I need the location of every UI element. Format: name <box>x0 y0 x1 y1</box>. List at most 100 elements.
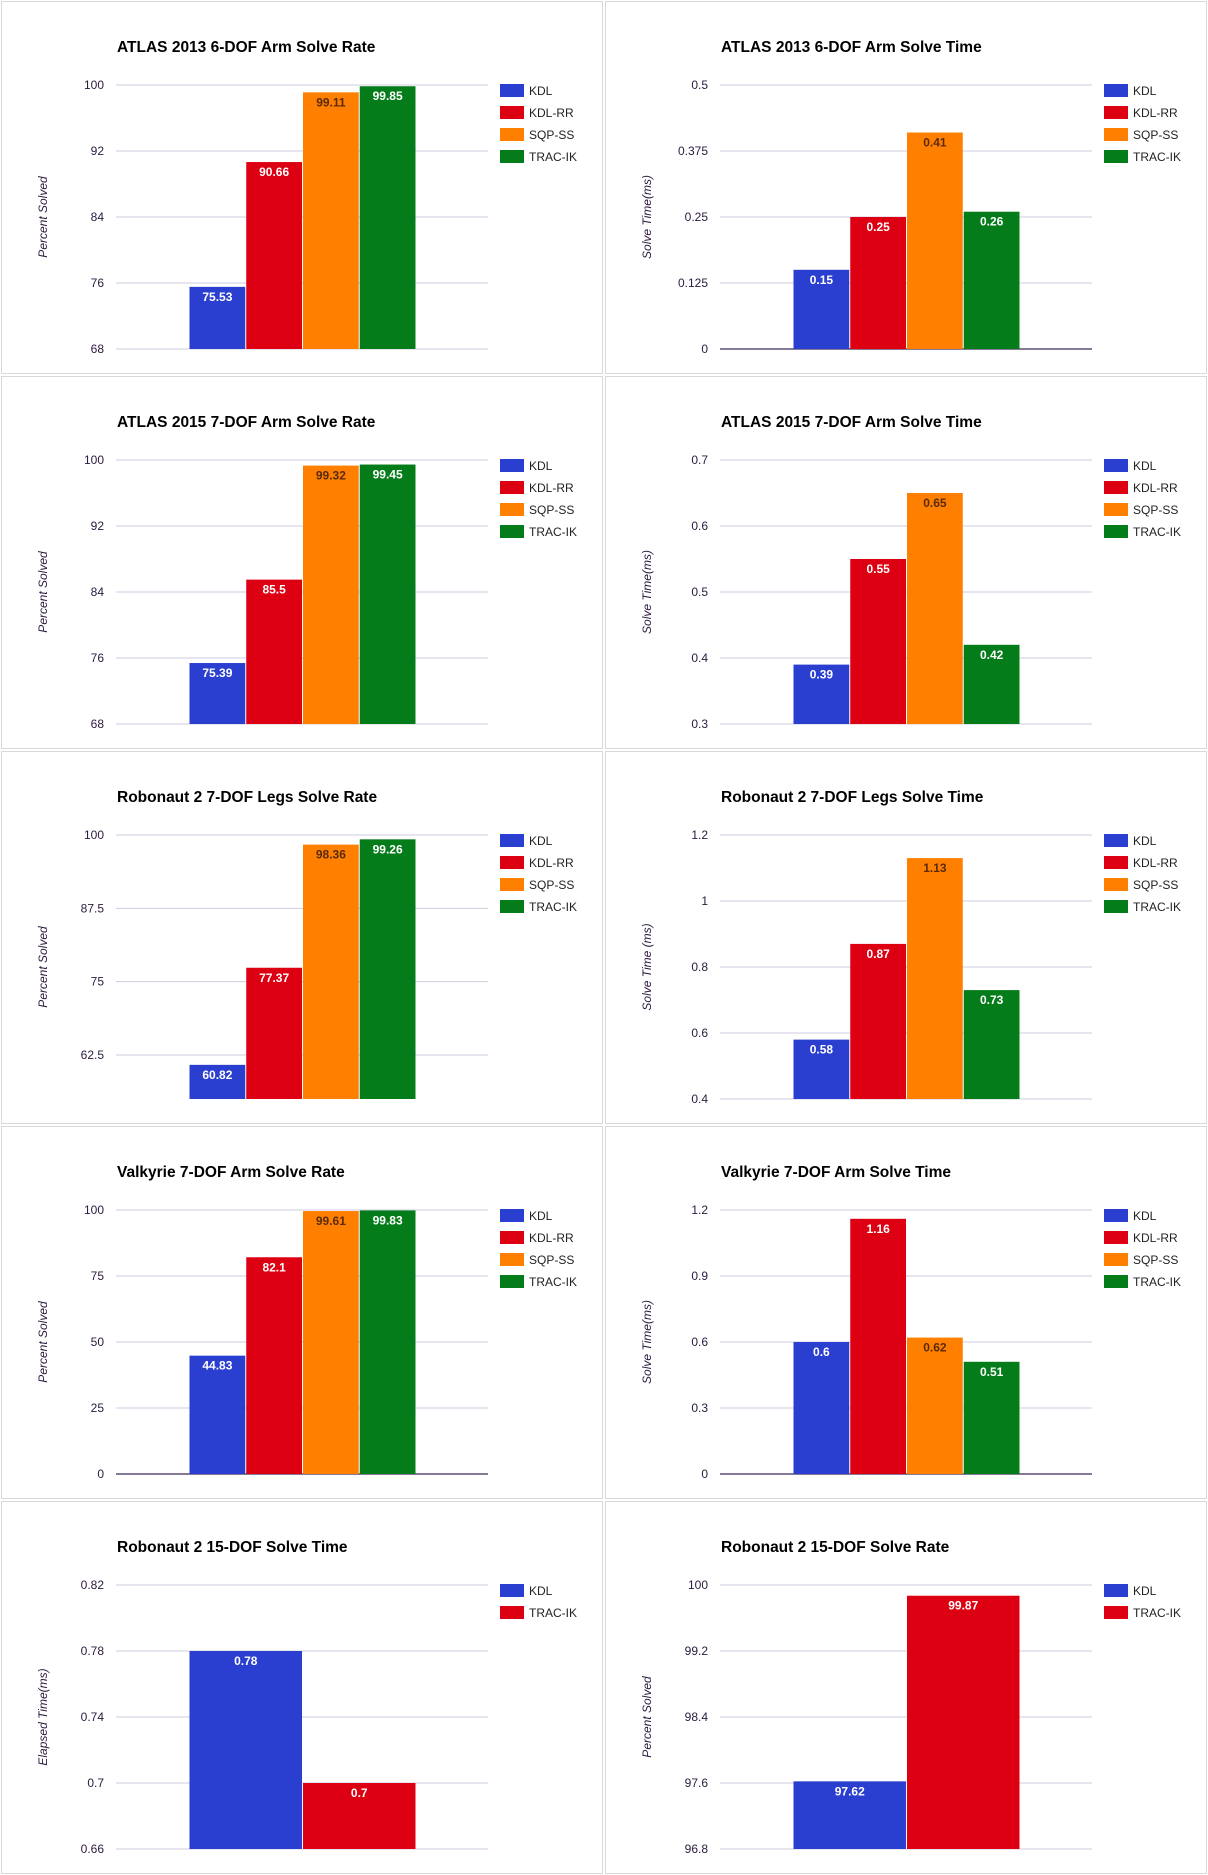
y-axis-label: Percent Solved <box>36 176 50 258</box>
legend-swatch-trac-ik <box>1104 525 1128 538</box>
legend-swatch-trac-ik <box>500 900 524 913</box>
y-tick-label: 25 <box>91 1401 105 1415</box>
legend-swatch-kdl <box>1104 1209 1128 1222</box>
y-tick-label: 0.3 <box>691 717 708 731</box>
y-tick-label: 98.4 <box>685 1710 709 1724</box>
bar-kdl-rr <box>850 943 906 1099</box>
y-tick-label: 0 <box>97 1467 104 1481</box>
legend-swatch-kdl <box>500 1584 524 1597</box>
bar-value-label: 0.15 <box>810 273 834 287</box>
bar-trac-ik <box>359 464 416 724</box>
y-tick-label: 100 <box>84 78 104 92</box>
legend-label: TRAC-IK <box>1133 1606 1181 1620</box>
bar-kdl-rr <box>246 967 302 1099</box>
y-tick-label: 0.9 <box>691 1269 708 1283</box>
legend-label: KDL-RR <box>529 106 574 120</box>
bar-value-label: 75.39 <box>202 666 232 680</box>
bar-chart: Valkyrie 7-DOF Arm Solve Time 0 0.3 0.6 0.9 1… <box>640 1164 1181 1481</box>
legend-label: SQP-SS <box>1133 503 1178 517</box>
y-tick-label: 0.375 <box>678 144 708 158</box>
legend-swatch-kdl <box>500 1209 524 1222</box>
y-tick-label: 1 <box>701 894 708 908</box>
legend-label: KDL-RR <box>529 481 574 495</box>
y-tick-label: 68 <box>91 342 105 356</box>
bar-kdl <box>793 1039 850 1099</box>
bar-chart: Robonaut 2 15-DOF Solve Rate 96.8 97.6 98.4… <box>640 1539 1181 1856</box>
bar-kdl-rr <box>850 1218 906 1474</box>
legend-swatch-kdl-rr <box>500 856 524 869</box>
legend-swatch-kdl-rr <box>1104 481 1128 494</box>
y-tick-label: 0.82 <box>81 1578 105 1592</box>
y-tick-label: 0.74 <box>81 1710 105 1724</box>
chart-panel-atlas-2013-6-dof-arm-solve-time: ATLAS 2013 6-DOF Arm Solve Time 0 0.125 0.2… <box>604 0 1208 375</box>
legend-swatch-sqp-ss <box>500 128 524 141</box>
bar-value-label: 99.61 <box>316 1214 346 1228</box>
legend-swatch-kdl-rr <box>1104 1231 1128 1244</box>
y-tick-label: 84 <box>91 210 105 224</box>
y-tick-label: 0.125 <box>678 276 708 290</box>
y-tick-label: 68 <box>91 717 105 731</box>
legend-swatch-trac-ik <box>500 525 524 538</box>
legend-label: TRAC-IK <box>1133 525 1181 539</box>
legend-label: KDL-RR <box>1133 481 1178 495</box>
y-axis-label: Elapsed Time(ms) <box>36 1668 50 1765</box>
y-axis-label: Solve Time(ms) <box>640 1300 654 1384</box>
y-tick-label: 100 <box>688 1578 708 1592</box>
chart-panel-robonaut-2-15-dof-solve-rate: Robonaut 2 15-DOF Solve Rate 96.8 97.6 98.4… <box>604 1500 1208 1875</box>
chart-panel-robonaut-2-15-dof-solve-time: Robonaut 2 15-DOF Solve Time 0.66 0.7 0.74 0… <box>0 1500 604 1875</box>
bar-value-label: 1.16 <box>866 1222 890 1236</box>
y-axis-label: Percent Solved <box>36 1301 50 1383</box>
bar-kdl <box>793 1342 850 1474</box>
legend-label: SQP-SS <box>1133 878 1178 892</box>
y-tick-label: 0.3 <box>691 1401 708 1415</box>
bar-kdl <box>793 664 850 724</box>
bar-kdl-rr <box>246 579 302 724</box>
legend-label: KDL <box>1133 834 1157 848</box>
legend-label: KDL-RR <box>1133 1231 1178 1245</box>
y-axis-label: Percent Solved <box>36 926 50 1008</box>
bar-kdl-rr <box>246 162 302 349</box>
legend-label: SQP-SS <box>529 503 574 517</box>
bar-chart: ATLAS 2013 6-DOF Arm Solve Time 0 0.125 0.2… <box>640 39 1181 356</box>
y-tick-label: 0.8 <box>691 960 708 974</box>
legend-swatch-sqp-ss <box>1104 1253 1128 1266</box>
legend-label: KDL <box>529 1584 553 1598</box>
chart-panel-robonaut-2-7-dof-legs-solve-rate: Robonaut 2 7-DOF Legs Solve Rate 62.5 75 87… <box>0 750 604 1125</box>
bar-value-label: 97.62 <box>835 1784 865 1798</box>
bar-kdl <box>189 663 246 724</box>
chart-title: Robonaut 2 7-DOF Legs Solve Time <box>721 789 984 806</box>
bar-value-label: 0.73 <box>980 993 1004 1007</box>
bar-kdl-rr <box>850 217 906 349</box>
legend-label: SQP-SS <box>529 128 574 142</box>
legend-label: KDL <box>1133 1584 1157 1598</box>
bar-kdl <box>793 269 850 349</box>
legend-swatch-trac-ik <box>1104 900 1128 913</box>
bar-trac-ik <box>963 211 1020 349</box>
y-tick-label: 75 <box>91 1269 105 1283</box>
legend-swatch-kdl <box>1104 1584 1128 1597</box>
legend-swatch-kdl-rr <box>1104 856 1128 869</box>
bar-value-label: 0.65 <box>923 496 947 510</box>
bar-sqp-ss <box>303 1211 359 1474</box>
legend-swatch-kdl-rr <box>1104 106 1128 119</box>
bar-value-label: 0.7 <box>351 1786 368 1800</box>
chart-title: Robonaut 2 15-DOF Solve Rate <box>721 1539 950 1556</box>
y-tick-label: 84 <box>91 585 105 599</box>
chart-title: ATLAS 2013 6-DOF Arm Solve Time <box>721 39 982 56</box>
legend-swatch-sqp-ss <box>1104 128 1128 141</box>
legend-label: TRAC-IK <box>529 900 577 914</box>
bar-chart: Robonaut 2 7-DOF Legs Solve Rate 62.5 75 87… <box>36 789 577 1099</box>
legend-swatch-trac-ik <box>500 1275 524 1288</box>
bar-trac-ik <box>963 1361 1020 1474</box>
legend-swatch-kdl-rr <box>500 1231 524 1244</box>
y-tick-label: 0.25 <box>685 210 709 224</box>
chart-title: Valkyrie 7-DOF Arm Solve Time <box>721 1164 951 1181</box>
bar-kdl-rr <box>850 559 906 724</box>
y-axis-label: Solve Time (ms) <box>640 923 654 1010</box>
y-tick-label: 0.66 <box>81 1842 105 1856</box>
legend-swatch-kdl <box>500 834 524 847</box>
legend-label: SQP-SS <box>529 1253 574 1267</box>
bar-sqp-ss <box>303 465 359 724</box>
legend-label: KDL <box>1133 1209 1157 1223</box>
y-tick-label: 0.4 <box>691 1092 708 1106</box>
